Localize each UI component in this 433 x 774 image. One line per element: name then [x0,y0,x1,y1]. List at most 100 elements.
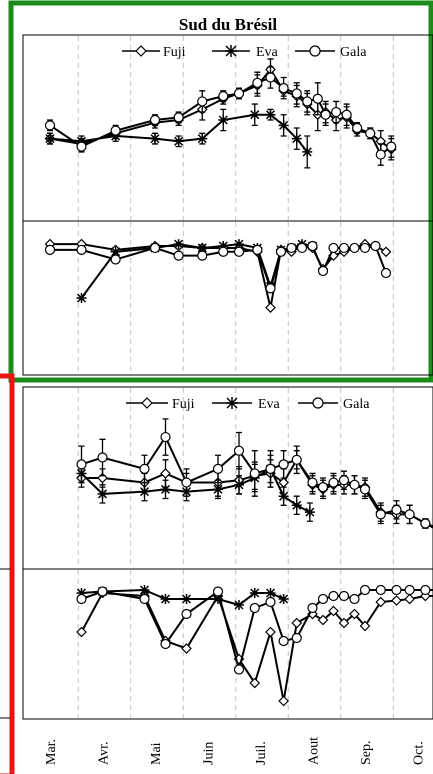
point-2-gala-16 [359,484,371,495]
point-1-fuji-9 [265,302,276,313]
point-1-gala-2 [110,254,121,265]
point-3-fuji-9 [278,695,289,707]
red-frame [0,373,15,774]
point-1-gala-20 [380,267,392,279]
point-3-eva-7 [249,588,260,598]
point-1-gala-5 [197,250,208,261]
point-1-gala-11 [286,242,297,254]
point-2-gala-17 [375,509,386,520]
point-1-fuji-20 [380,246,392,258]
point-2-gala-7 [249,468,260,479]
point-1-gala-18 [359,242,371,254]
point-0-eva-8 [265,109,276,120]
point-3-fuji-18 [391,595,402,606]
top-lower-axes [22,220,433,376]
point-2-gala-14 [338,475,350,486]
legend-top-gala-label: Gala [340,45,367,60]
point-1-gala-3 [149,242,161,254]
point-3-gala-7 [249,602,260,614]
point-3-gala-1 [97,586,108,597]
month-label-1: Avr. [97,742,112,765]
legend-bottom-fuji-label: Fuji [172,397,195,412]
point-2-gala-15 [349,479,360,490]
point-0-gala-14 [320,109,331,120]
legend-top-eva-label: Eva [256,45,279,60]
point-2-gala-5 [212,463,224,474]
point-1-eva-1 [110,246,121,257]
month-labels: Mar. Avr. Mai Juin Juil. Aout Sep. Oct. [44,737,427,765]
point-2-eva-6 [234,479,244,490]
point-0-eva-7 [249,109,260,120]
point-1-gala-8 [252,244,263,255]
point-3-gala-15 [349,593,360,605]
series-line-3-gala [81,589,433,674]
point-1-gala-1 [76,244,87,255]
point-2-eva-1 [97,488,108,499]
legend-top-fuji-marker [135,45,147,57]
point-3-eva-9 [278,594,289,604]
point-1-gala-10 [275,246,287,257]
point-2-gala-19 [404,509,415,520]
legend-top-eva-marker [225,45,237,57]
month-label-7: Oct. [412,741,427,765]
point-0-eva-9 [278,120,289,131]
point-3-gala-0 [76,593,87,605]
data-layer [44,58,433,707]
point-1-eva-4 [197,242,208,253]
month-label-2: Mai [149,742,164,765]
point-2-eva-5 [213,484,223,495]
legend-bottom-gala-marker [312,397,324,409]
point-0-gala-8 [252,77,263,88]
point-1-gala-12 [296,242,308,254]
month-label-5: Aout [307,737,322,765]
series-line-2-eva [80,467,311,514]
legend-bottom-eva-marker [226,397,238,409]
point-3-gala-16 [359,584,371,596]
legend-top: Fuji Eva Gala [122,45,367,60]
point-1-eva-0 [76,293,87,303]
point-2-gala-4 [181,477,192,488]
point-2-gala-2 [139,463,150,474]
point-0-gala-17 [352,122,363,134]
legend-bottom-gala-label: Gala [343,397,370,412]
point-3-gala-4 [181,608,192,620]
green-frame [8,0,433,383]
point-0-gala-7 [233,88,245,99]
point-2-gala-0 [76,459,87,470]
point-0-eva-5 [197,133,208,144]
legend-bottom: Fuji Eva Gala [126,397,370,412]
point-3-gala-2 [139,593,150,605]
point-3-eva-5 [213,594,223,604]
point-0-gala-3 [149,114,161,126]
point-2-gala-10 [291,454,302,465]
legend-top-fuji-label: Fuji [163,45,186,60]
point-3-gala-3 [160,638,171,650]
point-3-gala-14 [338,590,350,602]
point-0-gala-10 [278,83,289,94]
point-3-fuji-16 [359,620,371,632]
point-3-eva-8 [265,588,276,598]
point-2-gala-6 [233,445,245,456]
point-0-gala-1 [76,141,87,152]
point-1-gala-17 [349,242,360,254]
point-2-gala-1 [97,452,108,463]
point-2-eva-9 [278,491,289,502]
point-0-gala-12 [302,96,313,107]
point-2-gala-11 [307,477,318,488]
point-0-gala-16 [341,109,352,120]
point-3-fuji-0 [76,626,87,638]
point-3-gala-12 [317,593,329,605]
point-2-gala-13 [328,477,339,488]
chart-title: Sud du Brésil [179,15,278,34]
point-2-gala-3 [160,431,171,443]
point-1-gala-0 [44,244,56,255]
legend-bottom-eva-label: Eva [258,397,281,412]
point-0-eva-11 [302,146,313,157]
point-1-gala-14 [317,265,329,277]
month-label-0: Mar. [44,739,59,765]
point-2-eva-2 [139,486,150,497]
point-1-gala-6 [218,246,229,257]
point-1-gala-16 [338,242,350,254]
point-3-eva-3 [160,594,171,604]
